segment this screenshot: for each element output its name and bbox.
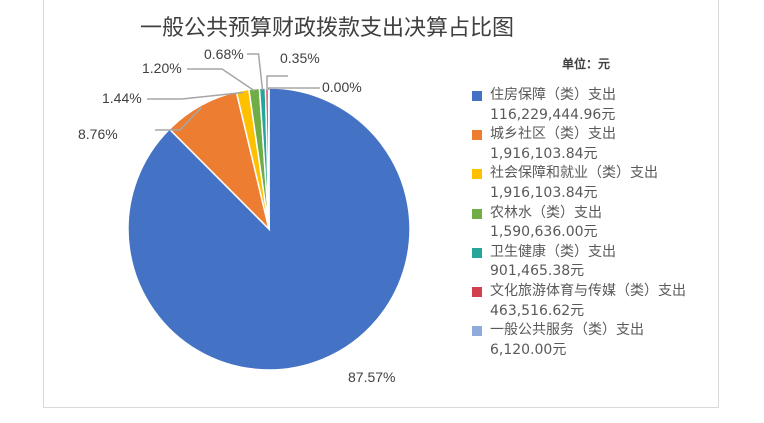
leader-line (266, 75, 288, 91)
leader-line (147, 91, 244, 100)
legend-label: 一般公共服务（类）支出 (490, 322, 644, 339)
legend-swatch (472, 247, 482, 258)
leader-line (187, 68, 255, 92)
legend-item[interactable]: 住房保障（类）支出 116,229,444.96元 (472, 86, 712, 125)
legend-item[interactable]: 农林水（类）支出 1,590,636.00元 (472, 204, 712, 243)
legend-swatch (472, 91, 482, 101)
legend-label: 住房保障（类）支出 (490, 87, 616, 103)
legend-label: 文化旅游体育与传媒（类）支出 (490, 282, 686, 299)
legend-amount: 1,916,103.84元 (490, 145, 598, 162)
data-label: 1.20% (142, 60, 182, 76)
legend-item[interactable]: 社会保障和就业（类）支出 1,916,103.84元 (472, 164, 712, 203)
legend-amount: 6,120.00元 (490, 341, 567, 358)
legend-item[interactable]: 一般公共服务（类）支出 6,120.00元 (472, 321, 712, 360)
data-label: 8.76% (78, 126, 118, 142)
legend-swatch (472, 169, 482, 180)
legend-swatch (472, 208, 482, 219)
chart-title: 一般公共预算财政拨款支出决算占比图 (139, 16, 514, 41)
legend-amount: 463,516.62元 (490, 302, 585, 319)
legend-swatch (472, 286, 482, 297)
legend-label: 社会保障和就业（类）支出 (490, 165, 658, 182)
legend-item[interactable]: 文化旅游体育与传媒（类）支出 463,516.62元 (472, 282, 712, 321)
chart-frame (43, 0, 719, 408)
leader-line (155, 107, 202, 131)
legend-amount: 1,590,636.00元 (490, 224, 598, 241)
legend-label: 农林水（类）支出 (490, 204, 602, 221)
legend-swatch (472, 326, 482, 337)
legend-amount: 1,916,103.84元 (490, 184, 598, 201)
legend-amount: 116,229,444.96元 (490, 106, 616, 123)
legend-swatch (472, 130, 482, 141)
legend-label: 卫生健康（类）支出 (490, 243, 616, 260)
data-label: 1.44% (102, 90, 142, 106)
data-label: 0.35% (280, 50, 320, 66)
legend-item[interactable]: 城乡社区（类）支出 1,916,103.84元 (472, 125, 712, 164)
leader-line (268, 87, 320, 91)
data-label: 87.57% (348, 369, 395, 385)
unit-label: 单位：元 (562, 57, 611, 71)
legend-amount: 901,465.38元 (490, 263, 585, 280)
legend: 住房保障（类）支出 116,229,444.96元 城乡社区（类）支出 1,916,1… (472, 86, 712, 360)
data-label: 0.00% (322, 79, 362, 95)
leader-line (247, 53, 264, 91)
legend-label: 城乡社区（类）支出 (490, 126, 616, 143)
legend-item[interactable]: 卫生健康（类）支出 901,465.38元 (472, 243, 712, 282)
data-label: 0.68% (204, 46, 244, 62)
